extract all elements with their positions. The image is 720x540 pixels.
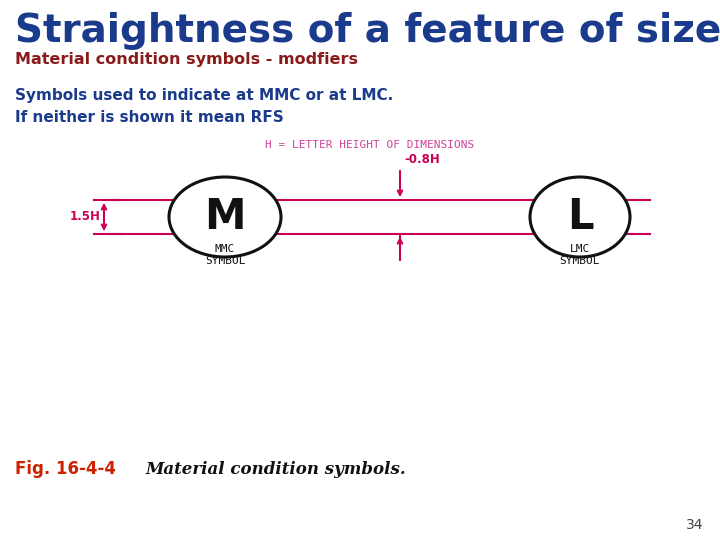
Text: If neither is shown it mean RFS: If neither is shown it mean RFS bbox=[15, 110, 284, 125]
Text: 34: 34 bbox=[685, 518, 703, 532]
Text: Fig. 16-4-4: Fig. 16-4-4 bbox=[15, 460, 116, 478]
Text: -0.8H: -0.8H bbox=[404, 153, 440, 166]
Ellipse shape bbox=[530, 177, 630, 257]
Text: 1.5H: 1.5H bbox=[70, 211, 101, 224]
Text: Straightness of a feature of size: Straightness of a feature of size bbox=[15, 12, 720, 50]
Text: LMC
SYMBOL: LMC SYMBOL bbox=[559, 244, 600, 266]
Text: L: L bbox=[567, 196, 593, 238]
Text: H = LETTER HEIGHT OF DIMENSIONS: H = LETTER HEIGHT OF DIMENSIONS bbox=[266, 140, 474, 150]
Text: Material condition symbols - modfiers: Material condition symbols - modfiers bbox=[15, 52, 358, 67]
Text: Material condition symbols.: Material condition symbols. bbox=[145, 461, 405, 478]
Ellipse shape bbox=[169, 177, 281, 257]
Text: M: M bbox=[204, 196, 246, 238]
Text: MMC
SYMBOL: MMC SYMBOL bbox=[204, 244, 246, 266]
Text: Symbols used to indicate at MMC or at LMC.: Symbols used to indicate at MMC or at LM… bbox=[15, 88, 393, 103]
